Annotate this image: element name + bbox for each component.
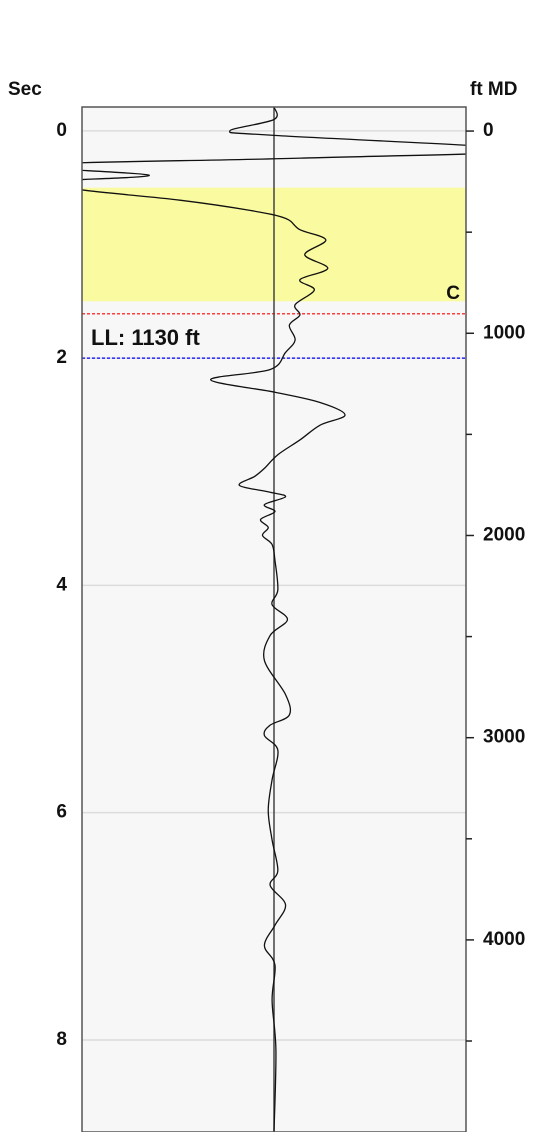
marker-label: LL: 1130 ft — [91, 325, 200, 350]
y-tick-label: 6 — [56, 802, 67, 823]
y-tick-label: 0 — [56, 120, 67, 141]
y2-tick-label: 4000 — [483, 929, 525, 950]
y2-tick-label: 3000 — [483, 727, 525, 748]
y-tick-label: 4 — [56, 574, 67, 595]
marker-label: C — [446, 283, 460, 304]
y-axis-label: Sec — [8, 79, 42, 100]
y2-tick-label: 1000 — [483, 322, 525, 343]
y-tick-label: 8 — [56, 1029, 67, 1050]
trace-line — [82, 107, 466, 1132]
plot-frame — [81, 106, 467, 1132]
y2-axis-label: ft MD — [470, 79, 517, 100]
y-tick-label: 2 — [56, 347, 67, 368]
y2-tick-label: 0 — [483, 120, 494, 141]
y2-tick-label: 2000 — [483, 524, 525, 545]
